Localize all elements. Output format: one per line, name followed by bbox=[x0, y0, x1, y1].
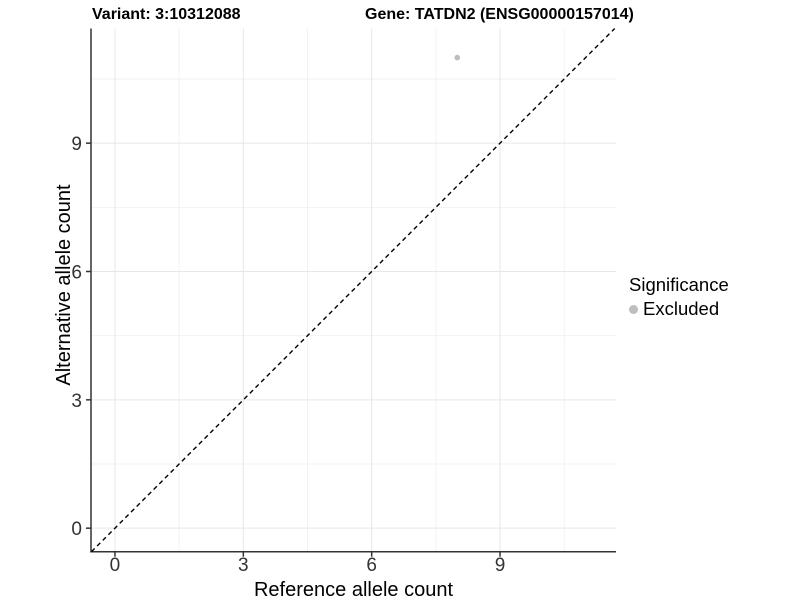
plot-title-gene: Gene: TATDN2 (ENSG00000157014) bbox=[365, 6, 634, 23]
legend-item-excluded: Excluded bbox=[629, 298, 729, 320]
x-tick-label: 0 bbox=[110, 555, 121, 576]
legend: Significance Excluded bbox=[629, 274, 729, 320]
y-tick-label: 0 bbox=[71, 519, 82, 540]
y-tick-label: 6 bbox=[71, 262, 82, 283]
y-axis-title: Alternative allele count bbox=[53, 184, 75, 386]
x-tick-label: 9 bbox=[495, 555, 506, 576]
x-tick-label: 6 bbox=[366, 555, 377, 576]
legend-item-label: Excluded bbox=[643, 298, 720, 320]
plot-title-variant: Variant: 3:10312088 bbox=[92, 6, 241, 23]
data-point bbox=[454, 54, 461, 61]
y-tick-label: 3 bbox=[71, 391, 82, 412]
legend-title: Significance bbox=[629, 274, 729, 295]
x-axis-title: Reference allele count bbox=[253, 579, 453, 601]
y-tick-label: 9 bbox=[71, 134, 82, 155]
excluded-point-icon bbox=[629, 305, 638, 315]
identity-line bbox=[90, 28, 616, 553]
x-tick-label: 3 bbox=[238, 555, 249, 576]
